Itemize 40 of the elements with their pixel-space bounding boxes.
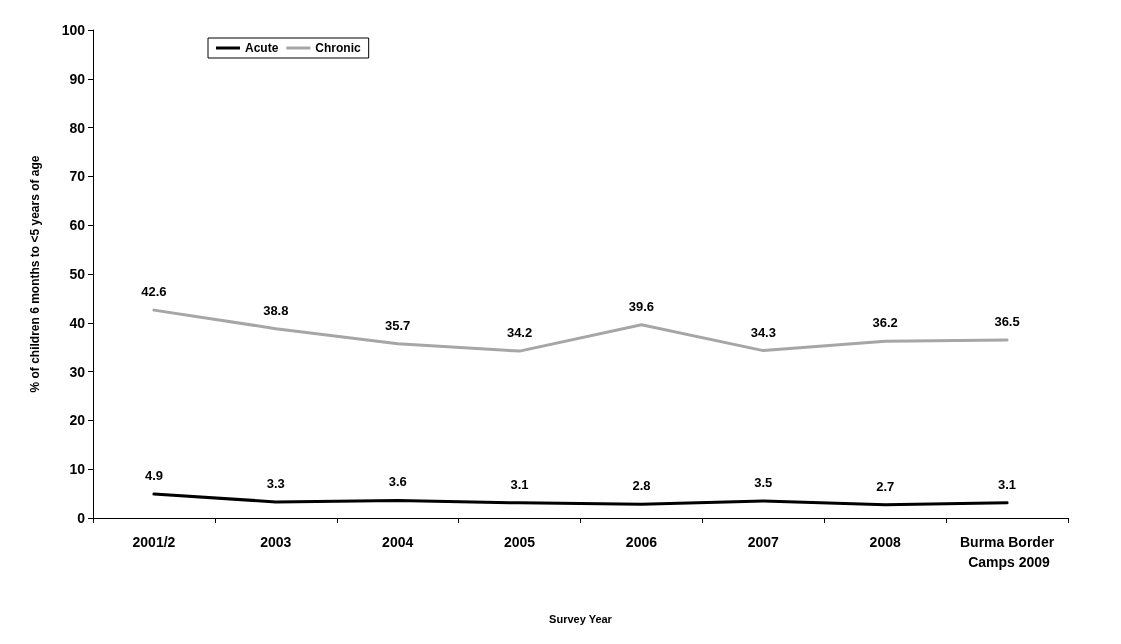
x-tick-label: 2001/2 [132,534,176,550]
data-label: 3.5 [754,474,773,490]
y-tick-label: 30 [69,363,86,380]
y-axis-title: % of children 6 months to <5 years of age [28,155,42,393]
y-tick-label: 60 [69,217,86,234]
x-tick-label: 2005 [503,534,536,550]
data-label: 38.8 [263,302,289,318]
data-label: 2.7 [876,478,895,494]
legend-label: Acute [245,41,279,55]
line-series [152,492,1009,507]
x-tick-label: 2004 [382,534,414,550]
data-label: 36.5 [994,313,1020,329]
data-label: 3.1 [998,476,1017,492]
y-tick-label: 50 [69,266,86,282]
y-tick-label: 0 [77,510,86,526]
x-tick-label: Burma Border Camps 2009 [959,534,1055,570]
x-tick-label: 2006 [625,534,658,550]
y-tick-label: 80 [69,119,86,136]
data-label: 35.7 [385,317,411,333]
y-tick-label: 40 [69,314,86,331]
data-label: 4.9 [144,468,163,484]
x-axis-title: Survey Year [549,612,613,625]
data-label: 42.6 [141,284,167,300]
data-label: 36.2 [872,315,898,331]
data-label: 34.3 [750,324,776,340]
x-tick-label: 2007 [747,534,780,550]
x-tick-label: 2003 [260,534,292,550]
x-tick-label: 2008 [869,534,901,550]
y-tick-label: 90 [69,70,86,87]
data-label: 34.2 [506,325,533,341]
y-tick-label: 100 [61,22,86,38]
y-tick-label: 20 [69,412,86,429]
data-label: 3.3 [266,475,285,491]
data-label: 3.6 [388,474,407,490]
data-label: 2.8 [632,478,651,494]
y-tick-label: 70 [69,168,86,185]
data-label: 39.6 [628,298,655,314]
legend-label: Chronic [315,41,361,55]
data-label: 3.1 [510,476,529,492]
y-tick-label: 10 [69,461,86,478]
